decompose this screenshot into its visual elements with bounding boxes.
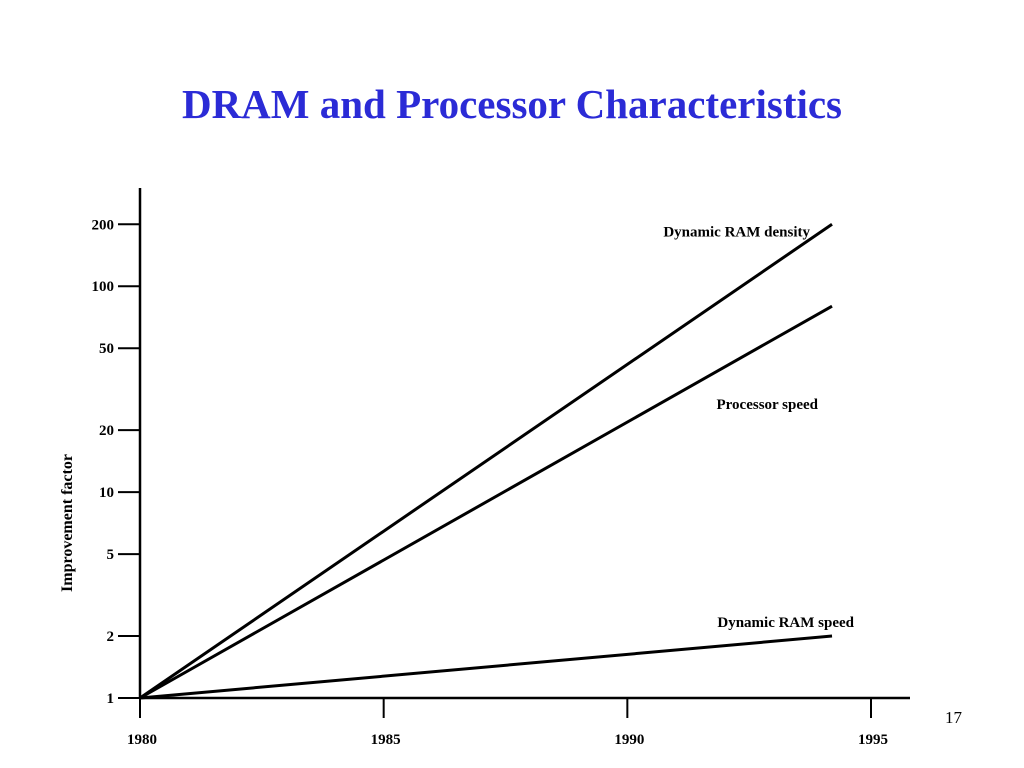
series-line-1 <box>139 223 833 700</box>
x-tick-label: 1985 <box>371 732 401 748</box>
y-tick-label: 200 <box>92 217 115 233</box>
y-tick-label: 20 <box>99 423 114 439</box>
y-tick-label: 5 <box>107 547 115 563</box>
chart-series-labels: Dynamic RAM density Processor speed Dynami… <box>663 224 854 631</box>
x-tick-label: 1990 <box>614 732 644 748</box>
y-tick-label: 1 <box>107 691 115 707</box>
x-tick-label: 1995 <box>858 732 888 748</box>
chart-series <box>139 223 833 700</box>
y-tick-label: 10 <box>99 485 114 501</box>
x-tick-label: 1980 <box>127 732 157 748</box>
y-tick-label: 2 <box>107 629 115 645</box>
y-tick-label: 100 <box>92 279 115 295</box>
slide-title: DRAM and Processor Characteristics <box>181 81 843 127</box>
series-line-2 <box>139 304 833 700</box>
series-label-2: Processor speed <box>717 397 819 413</box>
chart-axes: 1 2 5 10 20 50 100 200 1980 1985 1990 1995 Improveme… <box>59 188 910 748</box>
series-label-3: Dynamic RAM speed <box>717 615 854 631</box>
series-line-3 <box>139 634 833 700</box>
y-axis-title: Improvement factor <box>59 454 76 592</box>
page-number: 17 <box>945 708 962 727</box>
series-label-1: Dynamic RAM density <box>663 224 810 240</box>
y-tick-label: 50 <box>99 341 114 357</box>
